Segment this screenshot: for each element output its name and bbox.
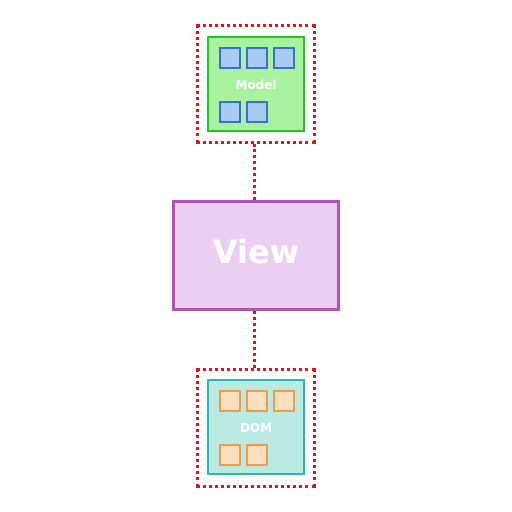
- model-cell: [246, 101, 268, 123]
- dom-label: DOM: [239, 421, 273, 435]
- model-label: Model: [235, 78, 277, 92]
- connector-model-view: [253, 144, 256, 200]
- dom-cell: [246, 390, 268, 412]
- dom-cell: [273, 390, 295, 412]
- connector-view-dom: [253, 311, 256, 368]
- dom-box: DOM: [207, 379, 305, 475]
- model-cell: [219, 47, 241, 69]
- dom-frame: [196, 368, 316, 488]
- view-box: View: [172, 200, 340, 311]
- model-cell: [219, 101, 241, 123]
- model-cell: [273, 47, 295, 69]
- dom-cell: [246, 444, 268, 466]
- model-frame: [196, 24, 316, 144]
- dom-cell: [219, 444, 241, 466]
- view-label: View: [212, 233, 300, 271]
- model-cell: [246, 47, 268, 69]
- dom-cell: [219, 390, 241, 412]
- model-box: Model: [207, 36, 305, 132]
